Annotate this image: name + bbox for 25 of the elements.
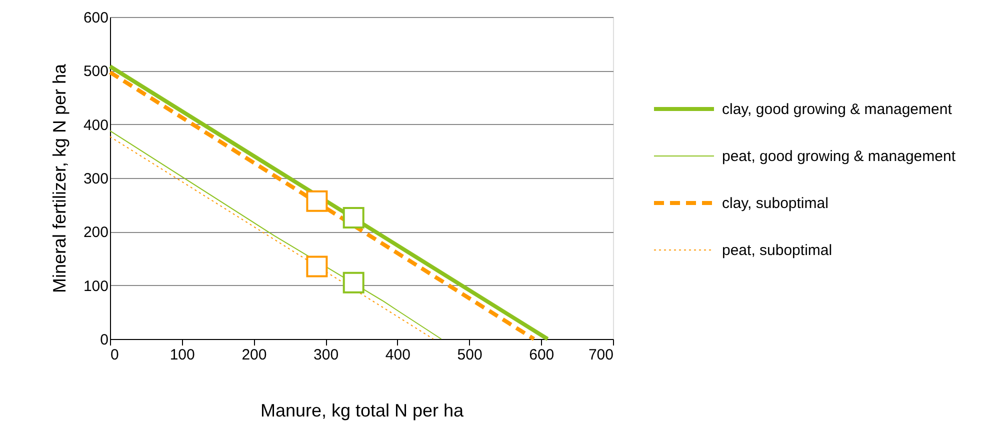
x-tick-label: 500 — [457, 346, 482, 364]
y-tick-label: 0 — [100, 332, 108, 348]
point — [306, 190, 328, 212]
legend-label: peat, suboptimal — [722, 242, 832, 259]
legend-label: clay, good growing & management — [722, 101, 953, 118]
x-tick-label: 0 — [110, 346, 119, 364]
y-tick-label: 400 — [83, 116, 108, 134]
y-tick-label: 100 — [83, 278, 108, 295]
y-tick-label: 500 — [83, 63, 108, 80]
legend-label: clay, suboptimal — [722, 195, 828, 212]
point — [342, 206, 364, 228]
point — [342, 272, 364, 294]
x-tick-label: 200 — [242, 346, 267, 364]
x-tick-label: 600 — [529, 346, 554, 364]
x-tick-label: 300 — [314, 346, 339, 364]
x-axis-title: Manure, kg total N per ha — [260, 400, 465, 420]
y-axis-title: Mineral fertilizer, kg N per ha — [49, 62, 70, 294]
y-tick-label: 200 — [83, 224, 108, 242]
y-tick-label: 600 — [83, 10, 108, 26]
x-tick-label: 400 — [385, 346, 410, 364]
x-tick-label: 700 — [588, 346, 614, 364]
point — [306, 256, 328, 278]
x-tick-label: 100 — [170, 346, 195, 364]
y-tick-label: 300 — [83, 170, 108, 188]
legend-label: peat, good growing & management — [722, 148, 956, 165]
